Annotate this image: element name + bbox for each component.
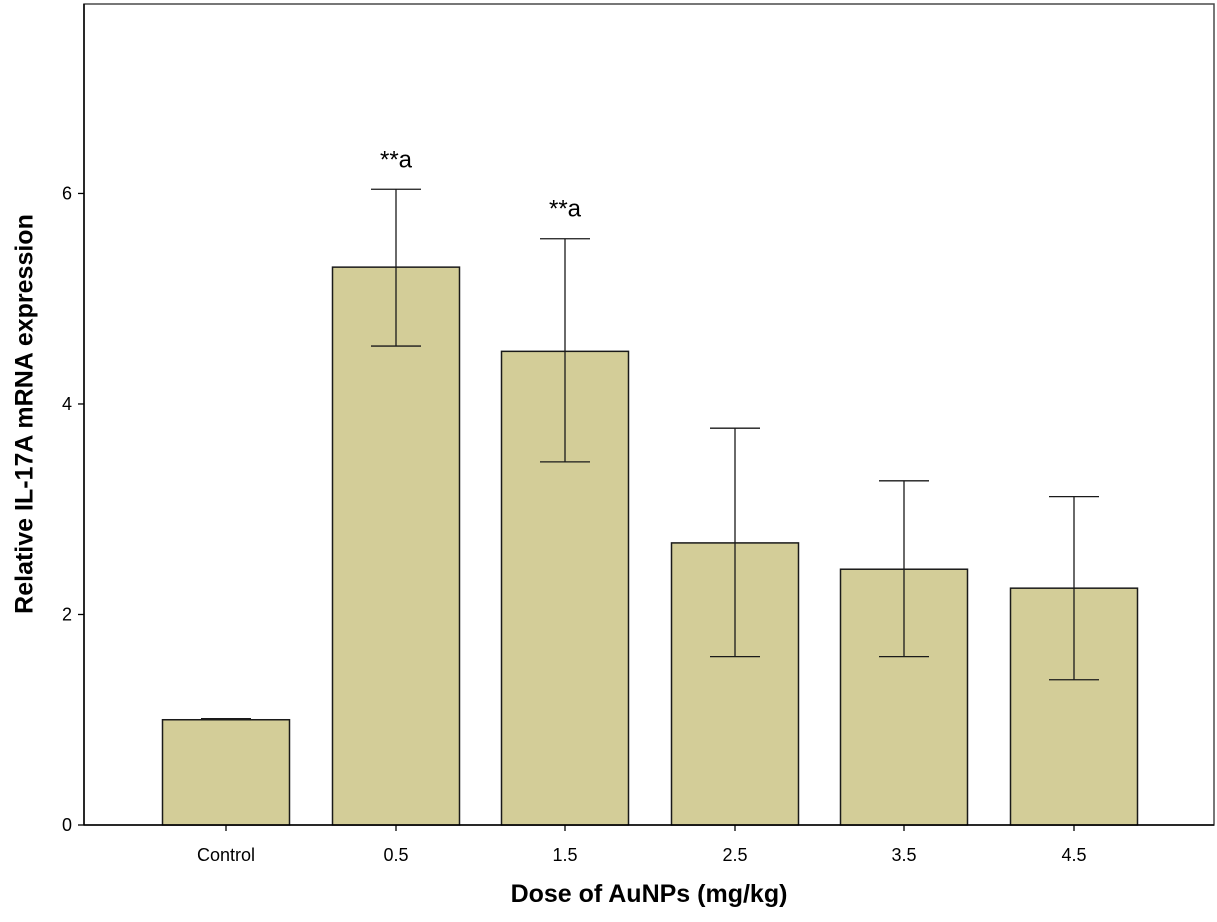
- y-tick-label-0: 0: [62, 815, 72, 835]
- y-axis-title: Relative IL-17A mRNA expression: [10, 214, 39, 614]
- x-tick-label-4: 3.5: [891, 845, 916, 865]
- x-tick-label-2: 1.5: [552, 845, 577, 865]
- x-tick-label-0: Control: [197, 845, 255, 865]
- y-tick-label-2: 4: [62, 394, 72, 414]
- y-tick-label-3: 6: [62, 183, 72, 203]
- error-bars-layer: [201, 188, 1099, 721]
- x-axis-title: Dose of AuNPs (mg/kg): [510, 880, 788, 908]
- x-tick-label-5: 4.5: [1061, 845, 1086, 865]
- significance-label-1: **a: [380, 146, 413, 173]
- y-tick-label-1: 2: [62, 604, 72, 624]
- bar-0: [161, 718, 291, 826]
- labels-layer: Control **a 0.5 **a 1.5 2.5 3.5 4.5 0 2 4 6: [62, 146, 1087, 865]
- bar-1: [331, 266, 461, 826]
- significance-label-2: **a: [549, 196, 582, 223]
- x-tick-label-3: 2.5: [722, 845, 747, 865]
- x-tick-label-1: 0.5: [383, 845, 408, 865]
